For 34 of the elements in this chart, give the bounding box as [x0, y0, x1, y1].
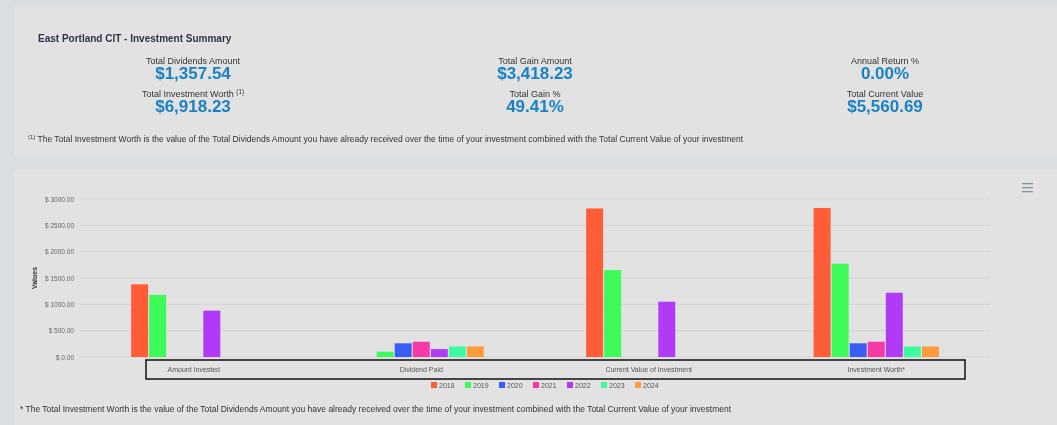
bar: [831, 263, 849, 357]
bar: [885, 292, 903, 357]
text: 0.00%: [860, 64, 910, 83]
text: $1,357.54: [155, 64, 232, 83]
text: Total Gain Amount: [498, 56, 573, 66]
bar: [903, 346, 921, 357]
text: Annual Return %: [850, 56, 920, 66]
bar: [586, 208, 604, 357]
text: 49.41%: [506, 97, 564, 116]
text: Total Gain %: [509, 89, 561, 99]
bar: [849, 343, 867, 357]
text: East Portland CIT - Investment Summary: [38, 33, 232, 44]
bar: [394, 343, 412, 357]
bar: [813, 207, 831, 357]
bar: [658, 301, 676, 357]
text: * The Total Investment Worth is the value of the Total Dividends Amount you have already received over the time of your investment combined with the Total Current Value of your investment: [20, 404, 732, 414]
bar: [466, 346, 484, 357]
bar: [412, 341, 430, 357]
bar: [604, 270, 622, 357]
text: $5,560.69: [847, 97, 923, 116]
bar: [376, 351, 394, 357]
text: Total Dividends Amount: [145, 56, 241, 66]
bar: [430, 349, 448, 357]
bar: [921, 346, 939, 357]
text: $6,918.23: [155, 97, 231, 116]
text: Total Current Value: [846, 89, 924, 99]
bar: [203, 310, 221, 357]
bar: [131, 284, 149, 357]
text: Total Investment Worth $^{(1)}$: [141, 87, 245, 99]
text: $^{(1)}$ The Total Investment Worth is the value of the Total Dividends Amount you have already received over the time of your investment combined with the Total Current Value of your investment: [28, 134, 744, 144]
text: $3,418.23: [497, 64, 573, 83]
bar: [448, 346, 466, 357]
bar: [867, 341, 885, 357]
bar: [149, 294, 167, 357]
